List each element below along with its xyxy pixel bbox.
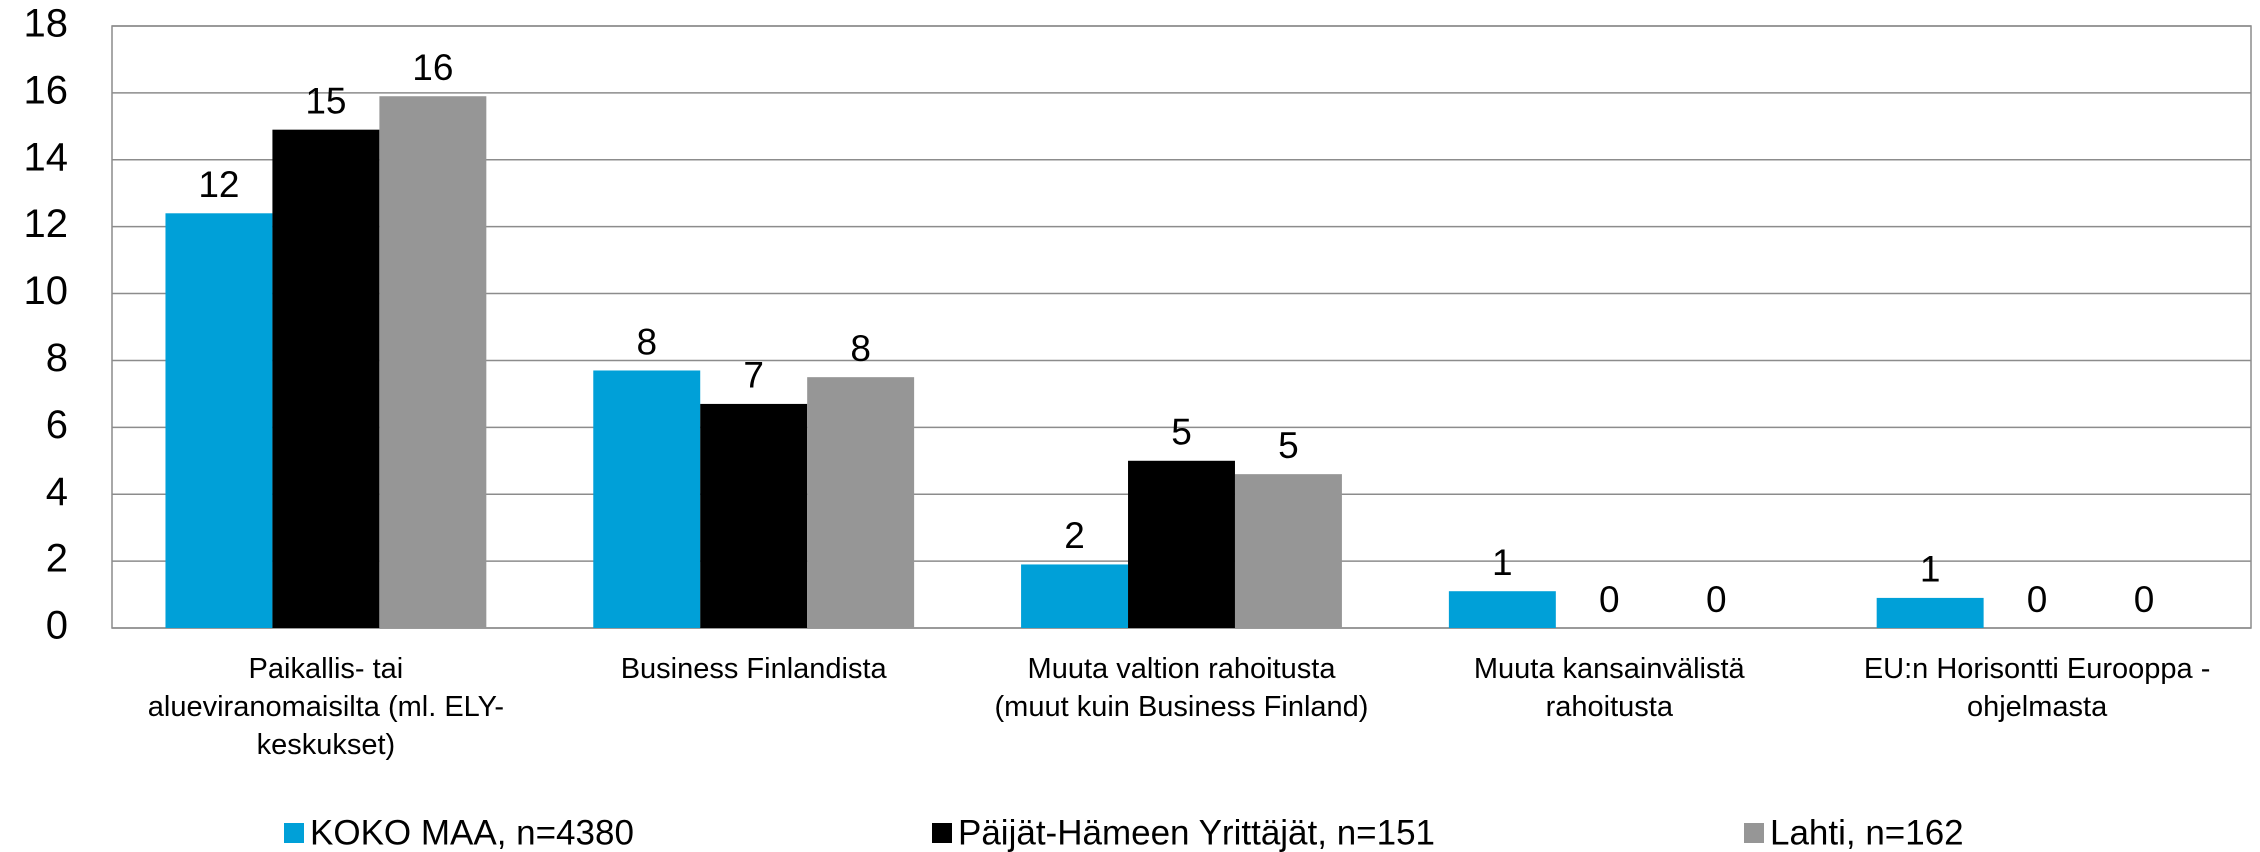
bar bbox=[165, 213, 273, 629]
data-label: 15 bbox=[305, 80, 346, 121]
bar bbox=[700, 403, 808, 628]
data-label: 0 bbox=[2134, 579, 2155, 620]
x-tick-label: Business Finlandista bbox=[620, 653, 887, 685]
legend-swatch bbox=[932, 823, 952, 843]
bar bbox=[1876, 597, 1984, 628]
bar bbox=[272, 129, 380, 628]
data-label: 5 bbox=[1171, 412, 1192, 453]
legend-label: Päijät-Hämeen Yrittäjät, n=151 bbox=[958, 813, 1435, 852]
data-label: 7 bbox=[743, 355, 764, 396]
data-label: 16 bbox=[412, 47, 453, 88]
x-tick-label: Paikallis- tai alueviranomaisilta (ml. E… bbox=[147, 653, 504, 761]
bar bbox=[379, 96, 487, 628]
bar bbox=[807, 377, 915, 628]
legend-swatch bbox=[284, 823, 304, 843]
y-tick-label: 6 bbox=[46, 403, 68, 447]
data-label: 5 bbox=[1278, 425, 1299, 466]
x-tick-label: Muuta kansainvälistä rahoitusta bbox=[1473, 653, 1745, 723]
data-label: 0 bbox=[1706, 579, 1727, 620]
y-tick-label: 10 bbox=[24, 269, 69, 313]
legend-swatch bbox=[1744, 823, 1764, 843]
data-label: 8 bbox=[850, 328, 871, 369]
y-tick-label: 18 bbox=[24, 2, 69, 46]
x-tick-label: EU:n Horisontti Eurooppa -ohjelmasta bbox=[1863, 653, 2211, 723]
bar bbox=[1128, 460, 1235, 628]
bar bbox=[1234, 474, 1342, 628]
legend-label: Lahti, n=162 bbox=[1770, 813, 1964, 852]
data-label: 1 bbox=[1492, 542, 1513, 583]
data-label: 12 bbox=[198, 164, 239, 205]
y-tick-label: 16 bbox=[24, 68, 69, 112]
data-label: 0 bbox=[1599, 579, 1620, 620]
bar bbox=[593, 370, 701, 628]
data-label: 2 bbox=[1064, 515, 1085, 556]
data-label: 0 bbox=[2027, 579, 2048, 620]
bar bbox=[1021, 564, 1129, 628]
data-label: 8 bbox=[636, 321, 657, 362]
y-tick-label: 4 bbox=[46, 470, 68, 514]
legend-label: KOKO MAA, n=4380 bbox=[310, 813, 634, 852]
y-tick-label: 8 bbox=[46, 336, 68, 380]
y-tick-label: 12 bbox=[24, 202, 69, 246]
bar bbox=[1448, 591, 1556, 628]
y-tick-label: 14 bbox=[24, 135, 69, 179]
x-tick-label: Muuta valtion rahoitusta (muut kuin Busi… bbox=[994, 653, 1369, 723]
y-tick-label: 0 bbox=[46, 604, 68, 648]
data-label: 1 bbox=[1920, 549, 1941, 590]
y-tick-label: 2 bbox=[46, 537, 68, 581]
